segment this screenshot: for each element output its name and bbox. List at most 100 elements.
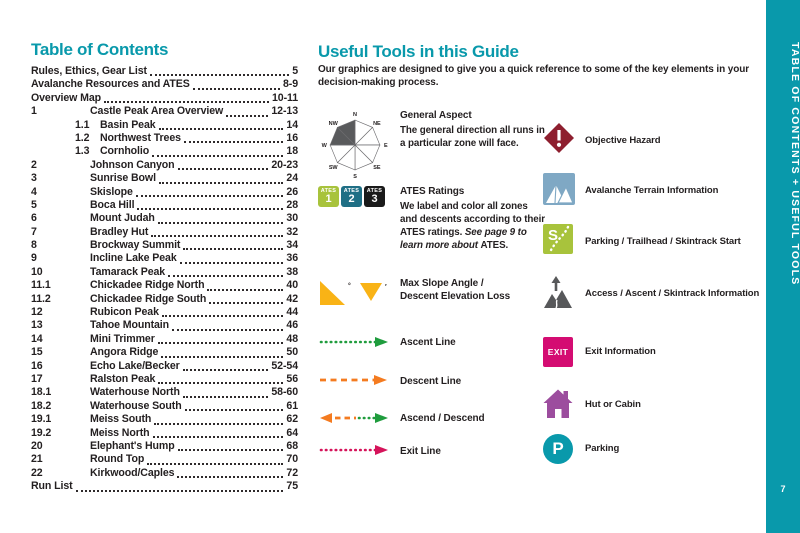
toc-entry-page: 28 [286, 198, 298, 211]
ates-rating-boxes: ATES 1 ATES 2 ATES 3 [318, 186, 400, 207]
toc-leader-dots [183, 248, 284, 251]
tool-label: Exit Information [585, 345, 656, 357]
toc-entry-page: 24 [286, 172, 298, 185]
toc-leader-dots [158, 181, 284, 184]
tools-title: Useful Tools in this Guide [318, 42, 519, 61]
tool-label: Descent Line [400, 375, 462, 387]
sidebar-tab: TABLE OF CONTENTS + USEFUL TOOLS 7 [766, 0, 800, 533]
access-info-icon [544, 275, 572, 308]
toc-leader-dots [161, 355, 284, 358]
svg-text:NE: NE [373, 121, 381, 127]
toc-title: Table of Contents [31, 40, 169, 59]
toc-leader-dots [177, 168, 269, 171]
exit-info-icon-cell: EXIT [543, 336, 585, 367]
exit-sign-icon: EXIT [543, 336, 573, 367]
tool-description-part: See page 9 to learn more about [400, 226, 527, 251]
toc-entry-number: 18.1 [31, 386, 52, 399]
ates-badge-word: ATES [320, 188, 337, 194]
tool-row-trailhead-start: S Parking / Trailhead / Skintrack Start [543, 217, 795, 266]
toc-leader-dots [184, 409, 284, 412]
toc-entry-page: 52-54 [271, 359, 298, 372]
tool-description-part: We label and color all zones and descent… [400, 200, 545, 238]
trailhead-start-icon-cell: S [543, 224, 585, 259]
tool-row-objective-hazard: Objective Hazard [543, 116, 795, 165]
toc-leader-dots [182, 368, 269, 371]
tool-description: We label and color all zones and descent… [400, 200, 546, 252]
svg-text:°: ° [348, 282, 351, 290]
toc-leader-dots [183, 141, 284, 144]
toc-leader-dots [207, 288, 284, 291]
tool-text: Descent Line [400, 376, 461, 389]
toc-entry-title: Angora Ridge [90, 346, 159, 359]
svg-text:SE: SE [373, 165, 381, 171]
tool-text: Objective Hazard [585, 135, 770, 147]
toc-entry-number: 1 [31, 105, 37, 118]
objective-hazard-icon [544, 123, 574, 153]
toc-entry-number: 16 [31, 359, 43, 372]
tool-text: Exit Line [400, 446, 441, 459]
toc-entry: 2 Johnson Canyon 20-23 [31, 159, 298, 172]
toc-entry-title: Waterhouse South [90, 399, 182, 412]
tool-label: Avalanche Terrain Information [585, 185, 719, 196]
exit-line-icon [319, 445, 388, 455]
toc-entry-title: Incline Lake Peak [90, 252, 177, 265]
slope-angle-icons: ° ′ [320, 281, 387, 305]
toc-entry-title: Waterhouse North [90, 386, 180, 399]
toc-entry-title: Meiss North [90, 426, 150, 439]
toc-entry-number: 8 [31, 239, 37, 252]
tool-row-slope-triangles: ° ′ Max Slope Angle / Descent Elevation … [318, 278, 546, 325]
toc-entry-page: 18 [286, 145, 298, 158]
toc-leader-dots [152, 154, 284, 157]
tool-text: Ascend / Descend [400, 413, 485, 426]
toc-entry-title: Round Top [90, 453, 145, 466]
parking-icon-cell: P [543, 434, 585, 464]
toc-entry-number: 2 [31, 158, 37, 171]
toc-entry: 6 Mount Judah 30 [31, 212, 298, 225]
toc-entry-title: Rules, Ethics, Gear List [31, 65, 147, 77]
toc-entry: Rules, Ethics, Gear List 5 [31, 65, 298, 78]
toc-entry-page: 16 [286, 131, 298, 144]
toc-entry-number: 1.2 [75, 131, 90, 144]
ates-badge-number: 2 [348, 193, 355, 205]
toc-leader-dots [177, 449, 284, 452]
toc-entry: 5 Boca Hill 28 [31, 199, 298, 212]
toc-entry: 11.1 Chickadee Ridge North 40 [31, 279, 298, 292]
tool-label: Ascend / Descend [400, 413, 485, 425]
avalanche-terrain-icon [543, 172, 575, 205]
ates-1-badge: ATES 1 [318, 186, 339, 207]
ates-ratings-icon-cell: ATES 1 ATES 2 ATES 3 [318, 186, 400, 278]
tool-description: The general direction all runs in a part… [400, 124, 546, 150]
toc-entry-page: 30 [286, 212, 298, 225]
toc-entry-title: Avalanche Resources and ATES [31, 78, 190, 91]
svg-text:E: E [384, 143, 388, 149]
toc-entry-page: 62 [286, 413, 298, 426]
toc-entry-page: 50 [286, 346, 298, 359]
toc-entry-page: 26 [286, 185, 298, 198]
descent-line-icon [320, 375, 387, 385]
toc-entry-number: 3 [31, 172, 37, 185]
toc-entry: 20 Elephant's Hump 68 [31, 440, 298, 453]
toc-entry-title: Chickadee Ridge South [90, 292, 207, 305]
tools-legend-right: Objective Hazard Avalanche Terrain Infor… [543, 116, 795, 469]
tools-legend-left: N NE E SE S SW W NW General Aspect The general di… [318, 110, 546, 467]
toc-entry: 4 Skislope 26 [31, 186, 298, 199]
svg-text:N: N [353, 112, 357, 118]
toc-entry-page: 56 [286, 372, 298, 385]
toc-entry-number: 13 [31, 319, 43, 332]
toc-entry-page: 32 [286, 225, 298, 238]
toc-entry-title: Basin Peak [100, 118, 156, 131]
tool-text: Exit Information [585, 346, 770, 358]
toc-entry-page: 34 [286, 239, 298, 252]
toc-entry-page: 72 [286, 466, 298, 479]
toc-entry-title: Mount Judah [90, 212, 155, 225]
toc-entry-title: Brockway Summit [90, 239, 181, 252]
toc-entry: Run List 75 [31, 480, 298, 493]
tool-label: Exit Line [400, 445, 441, 457]
ates-badge-word: ATES [343, 188, 360, 194]
svg-text:SW: SW [329, 165, 339, 171]
ates-2-badge: ATES 2 [341, 186, 362, 207]
toc-entry-page: 42 [286, 292, 298, 305]
toc-entry: 3 Sunrise Bowl 24 [31, 172, 298, 185]
toc-entry: 17 Ralston Peak 56 [31, 373, 298, 386]
toc-entry-page: 8-9 [282, 78, 298, 91]
